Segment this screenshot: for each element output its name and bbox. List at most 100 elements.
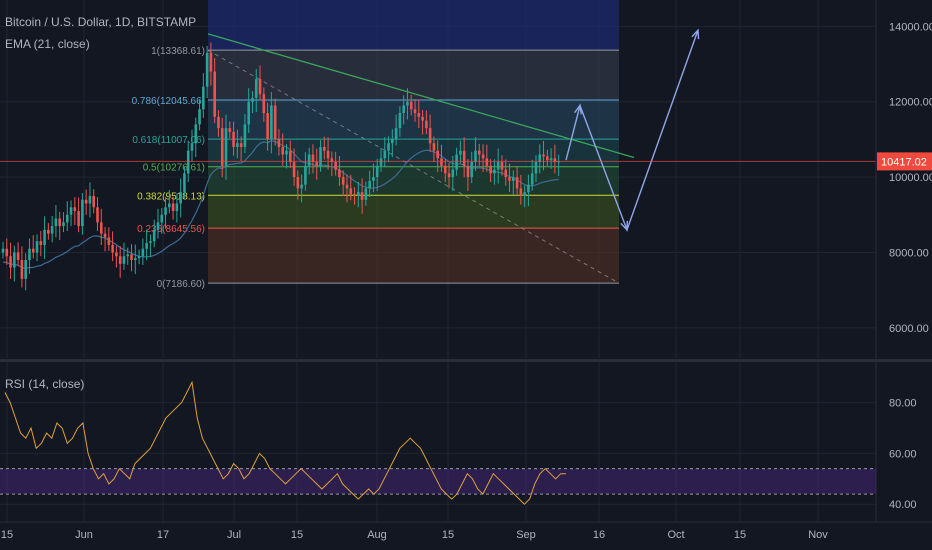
candle-body bbox=[122, 256, 126, 264]
candle-body bbox=[239, 143, 243, 147]
candle-body bbox=[198, 109, 201, 125]
ema-legend: EMA (21, close) bbox=[5, 37, 90, 51]
candle-body bbox=[96, 207, 99, 223]
candle-body bbox=[43, 229, 46, 245]
candle-body bbox=[288, 150, 292, 163]
candle-body bbox=[137, 256, 141, 259]
candle-body bbox=[319, 146, 322, 166]
candle-body bbox=[130, 254, 133, 261]
candle-body bbox=[224, 128, 228, 166]
fib-diagonal bbox=[207, 49, 620, 284]
candle-body bbox=[462, 150, 466, 166]
candle-body bbox=[557, 161, 560, 163]
candle-body bbox=[118, 256, 122, 264]
candle-body bbox=[474, 150, 477, 163]
candle-body bbox=[270, 105, 273, 140]
candle-body bbox=[183, 173, 186, 193]
candle-body bbox=[35, 241, 39, 253]
candle-body bbox=[277, 139, 281, 147]
candle-body bbox=[69, 207, 73, 215]
candle-body bbox=[470, 162, 474, 178]
candle-body bbox=[304, 165, 307, 185]
candle-body bbox=[179, 192, 182, 204]
candle-body bbox=[115, 252, 118, 257]
fib-extension-zone bbox=[208, 0, 619, 51]
projection-arrowhead bbox=[691, 28, 700, 40]
candle-body bbox=[398, 113, 402, 129]
price-tick-label: 12000.00 bbox=[889, 97, 932, 109]
candle-body bbox=[515, 177, 519, 189]
candle-body bbox=[50, 226, 54, 234]
candle-body bbox=[512, 177, 515, 181]
candle-body bbox=[171, 203, 175, 212]
time-tick-label: 15 bbox=[442, 529, 454, 541]
candle-body bbox=[266, 113, 269, 140]
candle-body bbox=[247, 101, 250, 125]
candle-body bbox=[232, 131, 235, 147]
candle-body bbox=[251, 97, 254, 102]
fib-zone bbox=[208, 228, 619, 284]
candle-body bbox=[92, 195, 96, 208]
candle-body bbox=[65, 214, 69, 223]
candle-body bbox=[77, 211, 80, 227]
candle-body bbox=[285, 150, 288, 155]
candle-body bbox=[425, 120, 428, 129]
candle-body bbox=[126, 254, 130, 257]
fib-level-label: 0.618(11007.06) bbox=[132, 135, 205, 146]
candle-body bbox=[451, 169, 455, 178]
candle-body bbox=[262, 94, 266, 114]
candle-body bbox=[88, 195, 92, 204]
candle-body bbox=[296, 177, 300, 189]
candle-body bbox=[428, 128, 432, 144]
fib-zone bbox=[208, 100, 619, 140]
candle-body bbox=[326, 150, 330, 159]
candle-body bbox=[421, 116, 424, 121]
candle-body bbox=[353, 194, 356, 196]
candle-body bbox=[391, 139, 394, 144]
candle-body bbox=[500, 162, 504, 170]
candle-body bbox=[186, 150, 190, 174]
candle-body bbox=[523, 192, 526, 196]
candle-body bbox=[54, 218, 58, 227]
candle-body bbox=[508, 177, 511, 181]
candle-body bbox=[190, 143, 194, 151]
candle-body bbox=[145, 243, 148, 249]
candle-body bbox=[236, 143, 239, 147]
candle-body bbox=[330, 158, 334, 163]
fib-level-label: 1(13368.61) bbox=[151, 46, 205, 57]
candle-body bbox=[134, 258, 137, 261]
candle-body bbox=[5, 248, 9, 257]
candle-body bbox=[375, 165, 379, 178]
projection-path bbox=[565, 29, 699, 232]
time-tick-label: Jul bbox=[227, 529, 241, 541]
fib-level-label: 0.786(12045.66) bbox=[132, 96, 205, 107]
time-tick-label: Nov bbox=[808, 529, 828, 541]
candle-body bbox=[28, 248, 31, 261]
candle-body bbox=[300, 184, 303, 189]
projection-arrowhead bbox=[573, 103, 583, 115]
candle-body bbox=[364, 188, 368, 200]
fib-zone bbox=[208, 166, 619, 196]
rsi-band bbox=[0, 468, 876, 495]
candle-body bbox=[413, 109, 417, 114]
candle-body bbox=[527, 184, 530, 193]
candle-body bbox=[477, 150, 481, 155]
candle-body bbox=[447, 173, 451, 178]
price-tick-label: 8000.00 bbox=[889, 247, 929, 259]
candle-body bbox=[31, 248, 35, 253]
candle-body bbox=[243, 124, 247, 147]
candle-body bbox=[406, 101, 409, 106]
candle-body bbox=[357, 192, 360, 196]
candle-body bbox=[152, 229, 156, 242]
current-price-badge bbox=[877, 152, 932, 171]
time-tick-label: Oct bbox=[667, 529, 684, 541]
candle-body bbox=[417, 113, 421, 117]
candle-body bbox=[538, 154, 542, 163]
candle-body bbox=[103, 233, 107, 238]
candle-body bbox=[24, 260, 27, 279]
candle-body bbox=[311, 154, 315, 163]
candle-body bbox=[107, 237, 111, 245]
candle-body bbox=[62, 222, 65, 227]
candle-body bbox=[493, 169, 496, 174]
candle-body bbox=[459, 150, 462, 155]
